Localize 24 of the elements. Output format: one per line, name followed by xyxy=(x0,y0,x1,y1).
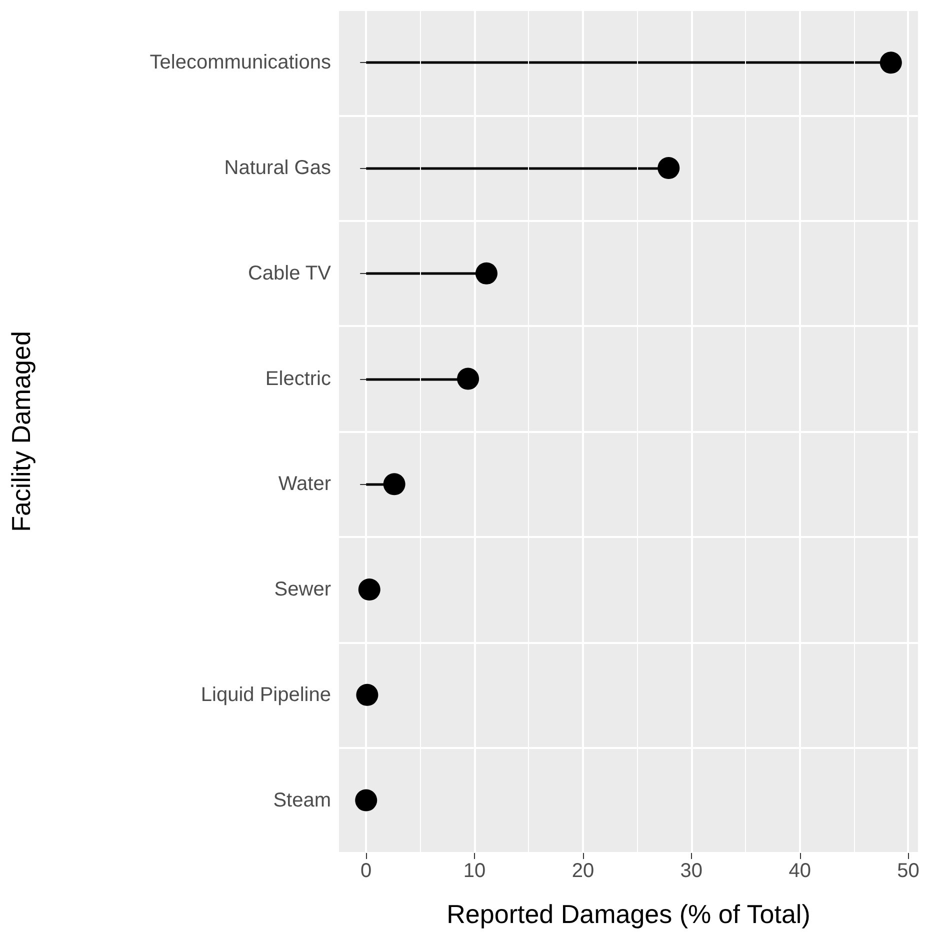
y-tick-label: Water xyxy=(278,473,332,496)
x-tick-label: 0 xyxy=(360,860,372,882)
x-tick-label: 20 xyxy=(572,860,594,882)
y-tick-label: Cable TV xyxy=(248,262,332,284)
point xyxy=(457,368,480,390)
y-tick-label: Telecommunications xyxy=(150,52,331,74)
y-tick-label: Sewer xyxy=(274,578,332,601)
x-axis-title: Reported Damages (% of Total) xyxy=(446,899,810,929)
point xyxy=(475,262,498,284)
y-tick-label: Natural Gas xyxy=(224,157,331,180)
point xyxy=(880,52,902,74)
y-tick-label: Electric xyxy=(265,368,331,390)
x-tick-label: 40 xyxy=(788,860,811,882)
point xyxy=(355,789,378,812)
y-tick-label: Steam xyxy=(273,789,331,812)
point xyxy=(358,578,380,601)
y-tick-label: Liquid Pipeline xyxy=(200,684,331,706)
point xyxy=(383,473,406,496)
x-tick-label: 30 xyxy=(680,860,703,882)
point xyxy=(658,157,680,180)
point xyxy=(356,684,378,706)
x-tick-label: 10 xyxy=(463,860,486,882)
y-axis-title: Facility Damaged xyxy=(6,331,36,532)
x-tick-label: 50 xyxy=(897,860,920,882)
